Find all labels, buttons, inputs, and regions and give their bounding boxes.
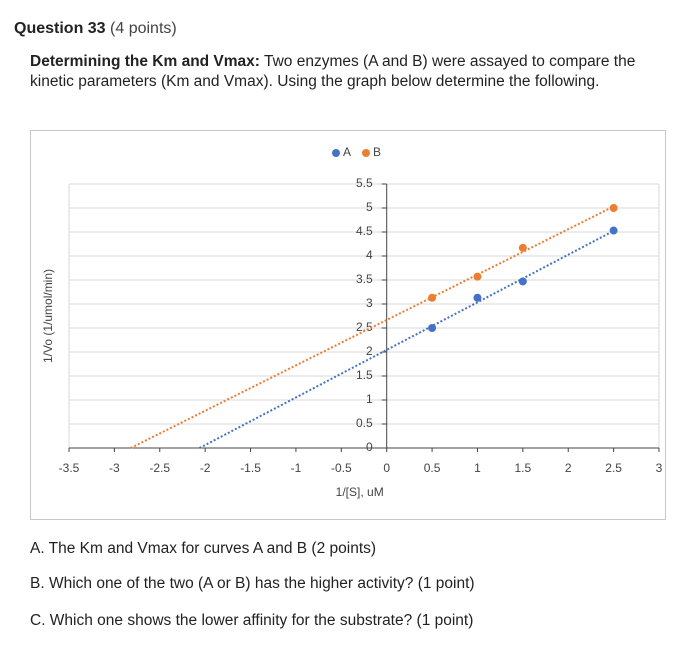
legend-marker xyxy=(332,149,340,157)
x-tick-label: -2.5 xyxy=(149,461,170,475)
data-point xyxy=(518,277,527,286)
x-axis-label: 1/[S], uM xyxy=(336,485,384,499)
data-point xyxy=(473,293,482,302)
data-point xyxy=(518,243,527,252)
x-tick-label: -3.5 xyxy=(59,461,80,475)
data-point xyxy=(428,324,437,332)
y-axis-label: 1/Vo (1/umol/min) xyxy=(41,269,55,363)
x-tick-label: 3 xyxy=(656,461,663,475)
y-tick-label: 0.5 xyxy=(356,416,373,430)
trendline xyxy=(199,230,615,449)
y-tick-label: 5 xyxy=(366,200,373,214)
y-tick-label: 3.5 xyxy=(356,272,373,286)
data-point xyxy=(609,226,618,235)
y-tick-label: 3 xyxy=(366,296,373,310)
x-tick-label: -1.5 xyxy=(240,461,261,475)
x-tick-label: 2 xyxy=(565,461,572,475)
y-tick-label: 5.5 xyxy=(356,176,373,190)
legend-marker xyxy=(362,149,370,157)
y-tick-label: 0 xyxy=(366,440,373,454)
x-tick-label: 0.5 xyxy=(424,461,441,475)
x-tick-label: -3 xyxy=(109,461,120,475)
prompt-lead: Determining the Km and Vmax: xyxy=(30,53,260,70)
points: (4 points) xyxy=(110,20,177,37)
question-header: Question 33 (4 points) xyxy=(14,20,177,38)
x-tick-label: -2 xyxy=(200,461,211,475)
y-tick-label: 4 xyxy=(366,248,373,262)
prompt-body: Two enzymes (A and B) were assayed to co… xyxy=(30,53,636,90)
question-c: C. Which one shows the lower affinity fo… xyxy=(30,612,474,629)
y-tick-label: 1.5 xyxy=(356,368,373,382)
x-tick-label: 1.5 xyxy=(515,461,532,475)
y-tick-label: 2.5 xyxy=(356,320,373,334)
x-tick-label: 1 xyxy=(474,461,481,475)
x-tick-label: 2.5 xyxy=(605,461,622,475)
question-number: Question 33 xyxy=(14,20,106,37)
question-a: A. The Km and Vmax for curves A and B (2… xyxy=(30,540,377,557)
y-tick-label: 2 xyxy=(366,344,373,358)
question-b: B. Which one of the two (A or B) has the… xyxy=(30,575,475,592)
y-tick-label: 1 xyxy=(366,392,373,406)
chart: 0 0.5 1 1.5 2 2.5 3 3.5 4 4.5 5 5.5 -3.5 -3 -2.5 -2 -1.5… xyxy=(30,130,666,520)
data-point xyxy=(473,272,482,281)
x-tick-label: 0 xyxy=(383,461,390,475)
prompt: Determining the Km and Vmax: Two enzymes… xyxy=(30,52,675,92)
data-point xyxy=(428,293,437,302)
x-tick-label: -1 xyxy=(291,461,302,475)
data-point xyxy=(609,204,618,212)
y-tick-label: 4.5 xyxy=(356,224,373,238)
legend-label: A xyxy=(343,145,351,159)
legend-label: B xyxy=(373,145,381,159)
trendline xyxy=(130,205,615,449)
x-tick-label: -0.5 xyxy=(331,461,352,475)
